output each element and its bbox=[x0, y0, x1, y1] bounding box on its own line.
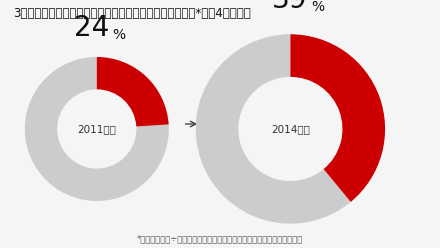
Text: %: % bbox=[113, 28, 126, 42]
Text: 39: 39 bbox=[271, 0, 307, 14]
Text: 2014年度: 2014年度 bbox=[271, 124, 310, 134]
Text: 3年間で顧客部門の営業純益に占める国際事業本部の割合*が約4割に拡大: 3年間で顧客部門の営業純益に占める国際事業本部の割合*が約4割に拡大 bbox=[13, 7, 251, 20]
Text: *国際事業本部÷顧客部門（リテール・法人・国際・受託財産）営業純益: *国際事業本部÷顧客部門（リテール・法人・国際・受託財産）営業純益 bbox=[137, 234, 303, 243]
Wedge shape bbox=[97, 57, 169, 126]
Wedge shape bbox=[196, 34, 351, 224]
Text: 2011年度: 2011年度 bbox=[77, 124, 116, 134]
Wedge shape bbox=[290, 34, 385, 202]
Text: 24: 24 bbox=[74, 14, 110, 42]
Text: %: % bbox=[311, 0, 324, 14]
Wedge shape bbox=[25, 57, 169, 201]
